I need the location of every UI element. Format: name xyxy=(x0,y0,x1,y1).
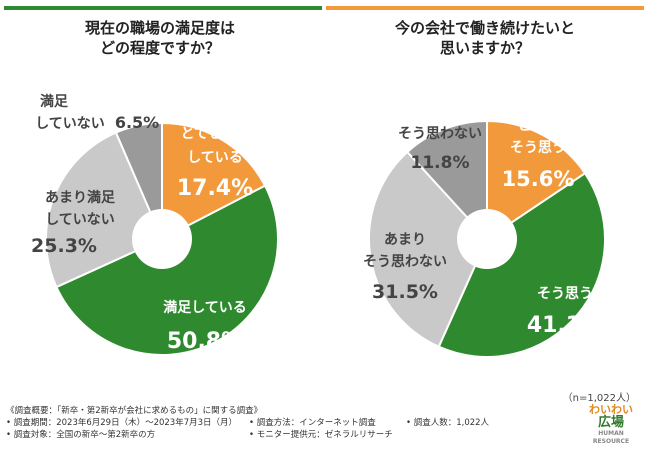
label-not-satisfied-line1: 満足 xyxy=(40,93,69,110)
value-agree: 41.1% xyxy=(527,313,603,338)
left-donut-chart xyxy=(45,121,279,356)
value-satisfied: 50.8% xyxy=(167,329,243,354)
value-very-agree: 15.6% xyxy=(502,167,575,191)
footer-count: • 調査人数：1,022人 xyxy=(406,418,490,428)
label-not-satisfied-line2: していない xyxy=(35,116,105,132)
label-very-agree-line1: とても xyxy=(518,118,559,134)
left-chart-labels: とても満足 している 17.4% 満足している 50.8% あまり満足 していな… xyxy=(31,93,253,354)
right-donut-hole xyxy=(457,209,517,269)
left-slice-2 xyxy=(45,131,164,289)
value-not-very-agree: 31.5% xyxy=(372,281,438,303)
value-very-satisfied: 17.4% xyxy=(177,176,253,201)
label-not-very-agree-line2: そう思わない xyxy=(363,254,447,270)
left-panel-accent-bar xyxy=(4,6,322,10)
left-slice-1 xyxy=(55,184,279,356)
right-slice-3 xyxy=(405,119,488,242)
footer-target: • 調査対象：全国の新卒～第2新卒の方 xyxy=(6,430,156,440)
right-slice-2 xyxy=(368,150,489,349)
right-donut-chart xyxy=(368,119,606,358)
label-very-satisfied-line2: している xyxy=(187,150,243,166)
logo-line3: HUMAN RESOURCE xyxy=(592,430,630,445)
label-not-very-satisfied-line2: していない xyxy=(45,212,115,228)
label-very-agree-line2: そう思う xyxy=(510,140,566,156)
label-not-very-satisfied-line1: あまり満足 xyxy=(45,189,116,206)
footer-method: • 調査方法：インターネット調査 xyxy=(249,418,376,428)
logo-line2: 広場 xyxy=(597,415,624,430)
label-very-satisfied-line1: とても満足 xyxy=(181,125,251,142)
label-agree: そう思う xyxy=(537,286,593,302)
label-not-very-agree-line1: あまり xyxy=(384,232,426,248)
right-chart-title: 今の会社で働き続けたいと 思いますか？ xyxy=(394,19,575,57)
brand-logo: わいわい 広場 HUMAN RESOURCE xyxy=(586,403,636,446)
footer-period: • 調査期間：2023年6月29日（木）～2023年7月3日（月） xyxy=(6,418,238,428)
right-slice-0 xyxy=(486,119,587,241)
value-not-satisfied: 6.5% xyxy=(115,113,159,132)
right-chart-labels: とても そう思う 15.6% そう思う 41.1% あまり そう思わない 31.… xyxy=(363,118,603,338)
label-not-agree: そう思わない xyxy=(398,126,482,142)
left-slice-0 xyxy=(161,121,267,241)
value-not-very-satisfied: 25.3% xyxy=(31,235,97,257)
label-satisfied: 満足している xyxy=(163,299,247,316)
right-panel-accent-bar xyxy=(326,6,644,10)
left-slice-3 xyxy=(114,121,163,240)
footer-overview: 《調査概要：「新卒・第2新卒が会社に求めるもの」に関する調査》 xyxy=(6,406,263,416)
left-chart-title: 現在の職場の満足度は どの程度ですか？ xyxy=(84,19,235,57)
logo-line1: わいわい xyxy=(589,403,633,416)
sample-size-note: （n=1,022人） xyxy=(562,393,636,404)
footer-provider: • モニター提供元：ゼネラルリサーチ xyxy=(249,430,393,440)
left-donut-hole xyxy=(132,209,192,269)
right-slice-1 xyxy=(437,171,606,358)
value-not-agree: 11.8% xyxy=(411,153,470,173)
